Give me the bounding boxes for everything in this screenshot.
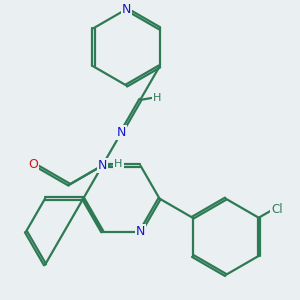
Text: N: N xyxy=(117,126,126,139)
Text: N: N xyxy=(122,3,131,16)
Text: H: H xyxy=(114,159,123,169)
Text: H: H xyxy=(152,93,161,103)
Text: Cl: Cl xyxy=(272,203,283,216)
Text: N: N xyxy=(136,225,145,238)
Text: O: O xyxy=(28,158,38,171)
Text: N: N xyxy=(98,159,107,172)
